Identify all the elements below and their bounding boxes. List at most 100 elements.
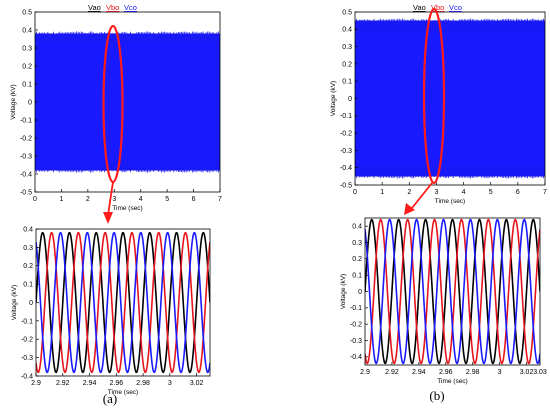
y-tick-label: -0.1	[20, 117, 32, 124]
x-tick-label: 2.92	[56, 380, 70, 387]
x-axis-label: Time (sec)	[437, 378, 467, 385]
x-tick-label: 4	[139, 196, 143, 203]
y-tick-label: -0.5	[20, 189, 32, 196]
x-axis-label: Time (sec)	[108, 389, 138, 396]
y-tick-label: 0.1	[352, 273, 362, 280]
y-tick-label: 0.2	[352, 256, 362, 263]
panel-caption: (b)	[429, 388, 444, 403]
y-tick-label: -0.1	[350, 305, 362, 312]
legend-entry-vbo: Vbo	[431, 3, 444, 12]
series-line-vco	[36, 231, 210, 374]
zoom-arrowhead-b	[404, 203, 415, 215]
x-tick-label: 1	[59, 196, 63, 203]
x-tick-label: 2.98	[466, 369, 480, 376]
x-tick-label: 2.94	[83, 380, 97, 387]
chart-b-zoom: 2.9 2.92 2.94 2.96 2.98 3 3.02 3.03 -0.4 -0.3 -0.2…	[340, 217, 547, 403]
x-tick-label: 4	[462, 189, 466, 196]
zoom-ellipse-b	[422, 7, 446, 185]
y-tick-label: -0.1	[21, 318, 33, 325]
x-axis-label: Time (sec)	[435, 198, 465, 205]
chart-b-full: 0 1 2 3 4 5 6 7 -0.5 -0.4 -0.3 -0.2 -0.1 0 0.1 0.2 0.3 0.…	[330, 3, 547, 205]
x-tick-label: 3.03	[533, 369, 547, 376]
y-tick-label: 0.2	[22, 63, 32, 70]
y-tick-label: 0.2	[342, 61, 352, 68]
y-tick-label: -0.3	[21, 355, 33, 362]
y-tick-label: 0.2	[23, 263, 33, 270]
y-tick-label: 0.3	[352, 240, 362, 247]
y-tick-label: -0.2	[21, 337, 33, 344]
y-tick-label: 0.1	[342, 79, 352, 86]
chart-a-zoom: 2.9 2.92 2.94 2.96 2.98 3 3.02 -0.4 -0.3 -0.2 -0.1…	[11, 226, 211, 406]
y-axis-label: Voltage (kV)	[340, 274, 347, 309]
y-tick-label: 0.4	[23, 226, 33, 233]
y-axis-label: Voltage (kV)	[11, 285, 18, 320]
series-line-vco	[365, 218, 540, 365]
y-tick-label: -0.3	[350, 338, 362, 345]
zoom-arrow-b	[411, 182, 433, 209]
legend-entry-vco: Vco	[449, 3, 462, 12]
y-tick-label: 0.5	[22, 9, 32, 16]
x-tick-label: 3	[112, 196, 116, 203]
y-tick-label: -0.3	[20, 153, 32, 160]
y-tick-label: 0	[348, 96, 352, 103]
legend-entry-vao: Vao	[88, 3, 101, 12]
x-tick-label: 6	[516, 189, 520, 196]
y-tick-label: 0.4	[352, 224, 362, 231]
x-tick-label: 3	[498, 369, 502, 376]
legend-entry-vao: Vao	[413, 3, 426, 12]
legend-entry-vbo: Vbo	[106, 3, 119, 12]
x-tick-label: 7	[543, 189, 547, 196]
y-tick-label: -0.2	[350, 322, 362, 329]
x-tick-label: 2.98	[136, 380, 150, 387]
zoom-annotations	[102, 7, 446, 224]
waveform-edge	[356, 18, 546, 179]
y-tick-label: 0.1	[23, 282, 33, 289]
waveform-envelope	[355, 20, 545, 177]
x-tick-label: 1	[380, 189, 384, 196]
y-tick-label: -0.5	[340, 182, 352, 189]
x-tick-label: 2.94	[412, 369, 426, 376]
x-tick-label: 0	[33, 196, 37, 203]
y-tick-label: 0	[358, 289, 362, 296]
y-tick-label: -0.2	[340, 131, 352, 138]
y-tick-label: -0.4	[21, 373, 33, 380]
y-tick-label: 0	[28, 99, 32, 106]
y-tick-label: -0.1	[340, 113, 352, 120]
y-axis-label: Voltage (kV)	[10, 84, 17, 119]
x-tick-label: 2	[407, 189, 411, 196]
y-tick-label: -0.4	[20, 171, 32, 178]
y-tick-label: 0.5	[342, 9, 352, 16]
y-tick-label: 0.3	[22, 45, 32, 52]
x-tick-label: 2.92	[385, 369, 399, 376]
y-tick-label: 0	[29, 300, 33, 307]
x-tick-label: 5	[165, 196, 169, 203]
y-axis-label: Voltage (kV)	[330, 81, 337, 116]
x-tick-label: 0	[353, 189, 357, 196]
x-tick-label: 3	[434, 189, 438, 196]
panel-caption: (a)	[103, 391, 117, 406]
y-tick-label: 0.3	[23, 245, 33, 252]
x-tick-label: 7	[218, 196, 222, 203]
y-tick-label: -0.4	[340, 165, 352, 172]
y-tick-label: 0.1	[22, 81, 32, 88]
y-tick-label: -0.4	[350, 354, 362, 361]
x-axis-label: Time (sec)	[112, 205, 142, 212]
x-tick-label: 2.96	[439, 369, 453, 376]
x-tick-label: 3.02	[520, 369, 534, 376]
x-tick-label: 2.9	[360, 369, 370, 376]
x-tick-label: 5	[489, 189, 493, 196]
chart-a-full: 0 1 2 3 4 5 6 7 -0.5 -0.4 -0.3 -0.2 -0.1 0 0.1 0.2 0.3 0.…	[10, 3, 222, 212]
x-tick-label: 2.96	[109, 380, 123, 387]
y-tick-label: -0.2	[20, 135, 32, 142]
legend-entry-vco: Vco	[124, 3, 137, 12]
y-tick-label: 0.4	[342, 27, 352, 34]
waveform-envelope	[35, 33, 220, 171]
zoom-arrowhead-a	[103, 212, 113, 224]
y-tick-label: 0.4	[22, 27, 32, 34]
x-tick-label: 6	[192, 196, 196, 203]
zoom-arrow-a	[107, 181, 114, 216]
y-tick-label: 0.3	[342, 44, 352, 51]
x-tick-label: 3	[168, 380, 172, 387]
x-tick-label: 2.9	[31, 380, 41, 387]
